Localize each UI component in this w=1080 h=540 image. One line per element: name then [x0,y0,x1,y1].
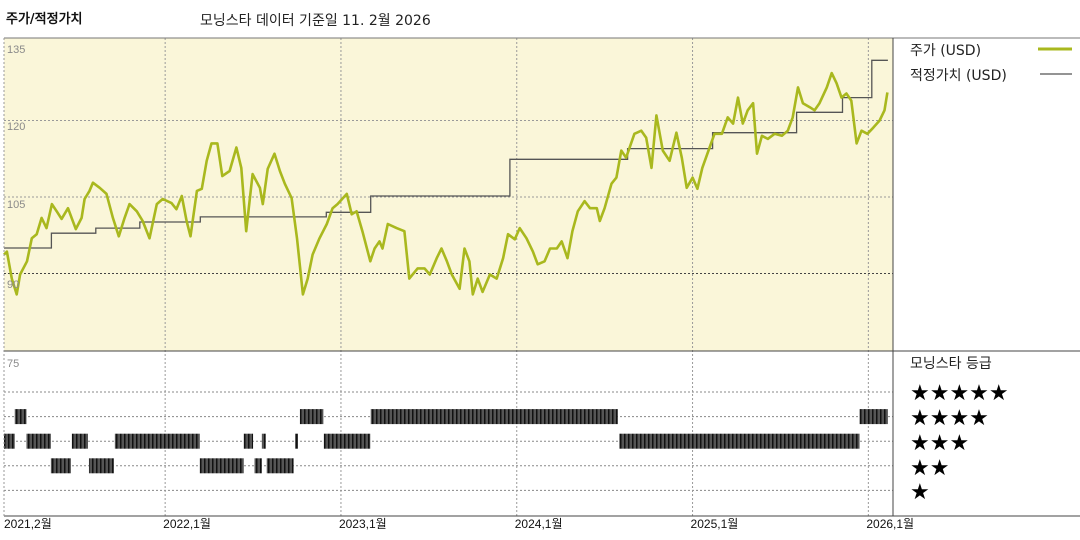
rating-bar-4-star [299,409,324,425]
rating-3-stars: ★★★ [910,431,969,456]
rating-bar-4-star [859,409,888,425]
rating-bar-3-star [295,433,298,449]
rating-5-stars: ★★★★★ [910,381,1009,406]
legend: 주가 (USD) 적정가치 (USD) [910,43,1072,84]
rating-2-stars: ★★ [910,456,949,481]
rating-bar-4-star [14,409,27,425]
x-tick-label: 2023,1월 [339,517,387,531]
rating-bar-2-star [254,458,262,474]
x-tick-label: 2021,2월 [4,517,52,531]
legend-price-label: 주가 (USD) [910,43,981,59]
x-tick-label: 2026,1월 [866,517,914,531]
rating-bar-3-star [261,433,266,449]
rating-1-star: ★ [910,480,930,505]
rating-bar-3-star [26,433,51,449]
rating-bar-4-star [370,409,618,425]
x-axis-ticks: 2021,2월 2022,1월 2023,1월 2024,1월 2025,1월 2026,… [4,517,914,531]
y-tick-label: 135 [7,44,25,56]
rating-bar-3-star [619,433,860,449]
rating-bar-2-star [50,458,71,474]
rating-bar-2-star [199,458,244,474]
rating-panel-tick-label: 75 [7,358,19,370]
y-tick-label: 120 [7,121,25,133]
rating-bar-3-star [114,433,200,449]
y-tick-label: 90 [7,279,19,291]
y-axis-ticks: 135 120 105 90 75 [7,44,25,370]
chart-title: 주가/적정가치 [6,11,83,27]
rating-bar-3-star [71,433,88,449]
x-tick-label: 2022,1월 [163,517,211,531]
x-tick-label: 2024,1월 [515,517,563,531]
legend-fair-value-label: 적정가치 (USD) [910,68,1007,84]
x-tick-label: 2025,1월 [691,517,739,531]
data-date-subtitle: 모닝스타 데이터 기준일 11. 2월 2026 [200,13,431,29]
rating-4-stars: ★★★★ [910,406,989,431]
fair-value-line [4,59,888,249]
plot-background [4,38,893,351]
rating-bar-3-star [323,433,371,449]
rating-bars [4,409,888,474]
rating-legend-title: 모닝스타 등급 [910,356,992,372]
rating-legend: 모닝스타 등급 ★★★★★ ★★★★ ★★★ ★★ ★ [910,356,1009,505]
rating-bar-3-star [243,433,254,449]
rating-bar-3-star [4,433,15,449]
rating-bar-2-star [266,458,294,474]
y-tick-label: 105 [7,199,25,211]
price-line [3,71,889,296]
rating-bar-2-star [88,458,114,474]
